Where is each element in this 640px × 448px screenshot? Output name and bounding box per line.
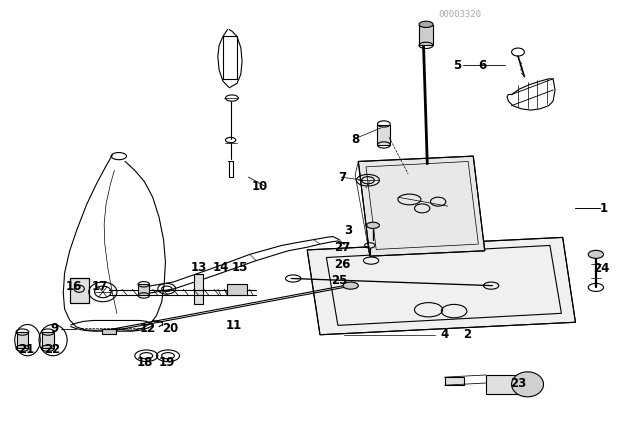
Text: 12: 12 <box>140 322 156 335</box>
Text: 21: 21 <box>18 343 35 356</box>
Text: 13: 13 <box>191 261 207 274</box>
Text: 26: 26 <box>334 258 351 271</box>
Text: 1: 1 <box>600 202 608 215</box>
Text: 9: 9 <box>51 323 59 336</box>
Bar <box>227 284 246 296</box>
Polygon shape <box>358 156 484 256</box>
Text: 10: 10 <box>252 180 268 193</box>
Text: 27: 27 <box>334 241 351 254</box>
Text: 4: 4 <box>440 328 449 341</box>
Text: 7: 7 <box>339 171 346 184</box>
Bar <box>70 279 89 303</box>
Text: 15: 15 <box>232 261 248 274</box>
Bar <box>378 125 390 145</box>
Text: 11: 11 <box>226 319 242 332</box>
Bar <box>138 284 150 296</box>
Ellipse shape <box>419 21 433 27</box>
Text: 25: 25 <box>331 274 348 287</box>
Bar <box>102 329 116 334</box>
Bar <box>223 36 237 79</box>
Text: 20: 20 <box>162 322 178 335</box>
Text: 5: 5 <box>453 59 461 72</box>
Text: 3: 3 <box>345 224 353 237</box>
Text: 22: 22 <box>44 343 60 356</box>
Text: 18: 18 <box>136 356 152 369</box>
Polygon shape <box>307 237 575 335</box>
Bar <box>445 377 464 385</box>
Ellipse shape <box>343 282 358 289</box>
Ellipse shape <box>511 372 543 397</box>
Bar <box>486 375 527 394</box>
Text: 19: 19 <box>159 356 175 369</box>
Text: 00003320: 00003320 <box>438 9 481 19</box>
Text: 17: 17 <box>92 280 108 293</box>
Text: 16: 16 <box>66 280 83 293</box>
Bar <box>194 274 203 304</box>
Text: 8: 8 <box>351 133 359 146</box>
Text: 24: 24 <box>593 262 609 275</box>
Bar <box>17 332 28 348</box>
Text: 6: 6 <box>479 59 487 72</box>
Bar <box>419 25 433 45</box>
Ellipse shape <box>367 222 380 228</box>
Bar <box>42 332 54 348</box>
Ellipse shape <box>588 250 604 258</box>
Text: 2: 2 <box>463 328 471 341</box>
Bar <box>70 279 89 303</box>
Text: 23: 23 <box>510 377 526 390</box>
Text: 14: 14 <box>213 261 229 274</box>
